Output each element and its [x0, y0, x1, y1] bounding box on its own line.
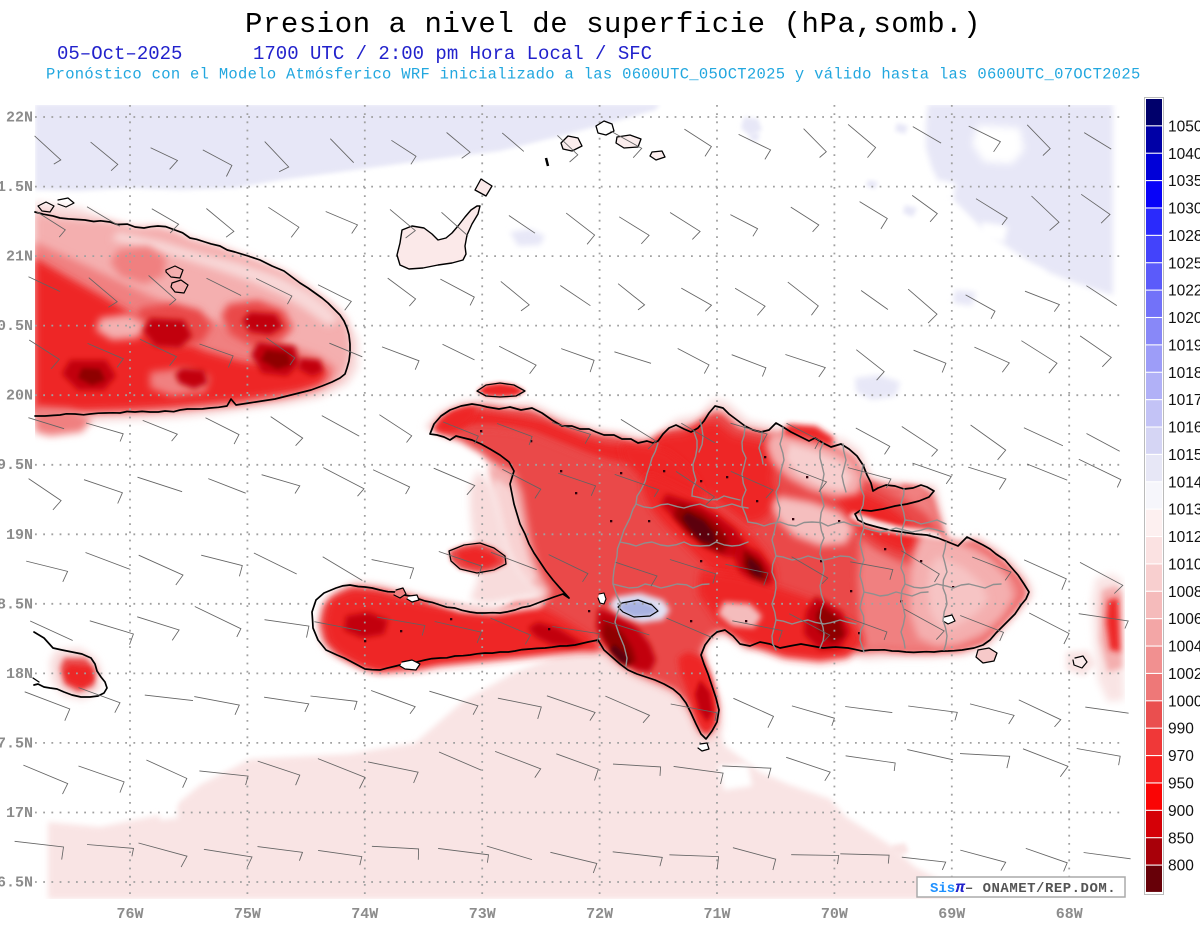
- svg-text:6.5N: 6.5N: [0, 875, 33, 892]
- svg-text:0.5N: 0.5N: [0, 318, 33, 335]
- svg-text:Presion a nivel de superficie: Presion a nivel de superficie (hPa,somb.…: [245, 8, 981, 41]
- svg-text:1008: 1008: [1168, 584, 1200, 601]
- svg-text:800: 800: [1168, 858, 1194, 875]
- svg-text:7.5N: 7.5N: [0, 735, 33, 752]
- svg-text:18N: 18N: [6, 666, 33, 683]
- svg-text:1015: 1015: [1168, 447, 1200, 464]
- svg-text:1013: 1013: [1168, 502, 1200, 519]
- svg-text:19N: 19N: [6, 527, 33, 544]
- svg-text:1017: 1017: [1168, 392, 1200, 409]
- svg-text:1030: 1030: [1168, 201, 1200, 218]
- svg-text:75W: 75W: [234, 906, 261, 923]
- svg-text:1014: 1014: [1168, 474, 1200, 491]
- svg-text:970: 970: [1168, 748, 1194, 765]
- svg-text:05–Oct–2025: 05–Oct–2025: [57, 43, 182, 65]
- svg-text:1025: 1025: [1168, 255, 1200, 272]
- svg-text:950: 950: [1168, 776, 1194, 793]
- svg-text:900: 900: [1168, 803, 1194, 820]
- svg-text:1040: 1040: [1168, 146, 1200, 163]
- svg-text:71W: 71W: [703, 906, 730, 923]
- svg-text:1022: 1022: [1168, 283, 1200, 300]
- svg-text:1700 UTC / 2:00 pm Hora Local: 1700 UTC / 2:00 pm Hora Local / SFC: [253, 43, 652, 65]
- svg-text:1016: 1016: [1168, 420, 1200, 437]
- svg-text:8.5N: 8.5N: [0, 596, 33, 613]
- svg-text:850: 850: [1168, 830, 1194, 847]
- svg-text:Pronóstico con el Modelo Atmós: Pronóstico con el Modelo Atmósferico WRF…: [46, 66, 1141, 84]
- svg-text:1050: 1050: [1168, 118, 1200, 135]
- svg-text:9.5N: 9.5N: [0, 457, 33, 474]
- svg-text:69W: 69W: [938, 906, 965, 923]
- svg-text:1004: 1004: [1168, 639, 1200, 656]
- svg-text:1018: 1018: [1168, 365, 1200, 382]
- svg-text:17N: 17N: [6, 805, 33, 822]
- svg-text:76W: 76W: [116, 906, 143, 923]
- svg-text:1012: 1012: [1168, 529, 1200, 546]
- svg-text:70W: 70W: [821, 906, 848, 923]
- svg-text:74W: 74W: [351, 906, 378, 923]
- svg-text:73W: 73W: [469, 906, 496, 923]
- svg-text:1002: 1002: [1168, 666, 1200, 683]
- svg-text:1020: 1020: [1168, 310, 1200, 327]
- svg-text:72W: 72W: [586, 906, 613, 923]
- svg-text:Sisπ– ONAMET/REP.DOM.: Sisπ– ONAMET/REP.DOM.: [930, 879, 1116, 897]
- svg-text:21N: 21N: [6, 249, 33, 266]
- svg-text:1035: 1035: [1168, 173, 1200, 190]
- svg-text:20N: 20N: [6, 388, 33, 405]
- svg-text:1000: 1000: [1168, 693, 1200, 710]
- svg-text:22N: 22N: [6, 110, 33, 127]
- svg-text:1019: 1019: [1168, 337, 1200, 354]
- svg-text:990: 990: [1168, 721, 1194, 738]
- svg-text:1010: 1010: [1168, 557, 1200, 574]
- svg-text:1.5N: 1.5N: [0, 179, 33, 196]
- svg-text:68W: 68W: [1056, 906, 1083, 923]
- svg-text:1006: 1006: [1168, 611, 1200, 628]
- svg-text:1028: 1028: [1168, 228, 1200, 245]
